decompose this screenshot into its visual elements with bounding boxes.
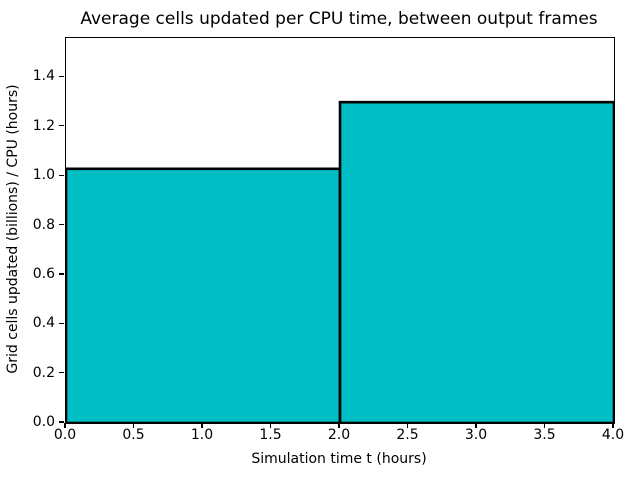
x-tick-mark	[612, 423, 614, 428]
y-tick-label: 1.4	[32, 68, 55, 85]
y-tick-label: 0.6	[32, 265, 55, 282]
y-tick-mark	[59, 372, 64, 374]
y-tick-label: 1.0	[32, 167, 55, 184]
x-tick-label: 0.0	[53, 427, 77, 443]
y-tick-mark	[59, 125, 64, 127]
chart-title: Average cells updated per CPU time, betw…	[80, 9, 598, 29]
x-tick-label: 1.5	[259, 427, 282, 443]
x-tick-label: 0.5	[122, 427, 145, 443]
x-tick-label: 3.0	[464, 427, 488, 443]
bar	[66, 167, 342, 423]
y-tick-label: 0.4	[32, 315, 55, 332]
y-tick-mark	[59, 421, 64, 423]
x-tick-mark	[64, 423, 66, 428]
y-tick-mark	[59, 322, 64, 324]
x-tick-mark	[338, 423, 340, 428]
x-tick-label: 2.5	[396, 427, 419, 443]
y-tick-mark	[59, 75, 64, 78]
y-tick-label: 1.2	[32, 117, 55, 134]
y-tick-label: 0.8	[32, 216, 55, 233]
y-tick-mark	[59, 223, 64, 226]
x-tick-label: 1.0	[190, 427, 214, 443]
y-tick-label: 0.2	[32, 364, 55, 381]
x-tick-mark	[269, 423, 272, 428]
x-tick-mark	[543, 423, 546, 428]
x-tick-label: 2.0	[327, 427, 351, 443]
x-tick-mark	[201, 423, 203, 428]
y-tick-mark	[59, 273, 64, 275]
plot-area	[65, 37, 615, 424]
x-tick-mark	[475, 423, 477, 428]
x-tick-mark	[406, 423, 409, 428]
x-tick-label: 3.5	[533, 427, 556, 443]
y-axis-label-text: Grid cells updated (billions) / CPU (hou…	[5, 84, 21, 374]
y-tick-label: 0.0	[32, 414, 55, 430]
x-tick-mark	[132, 423, 135, 428]
x-axis-label: Simulation time t (hours)	[251, 451, 427, 467]
x-tick-label: 4.0	[601, 427, 625, 443]
bars-canvas	[66, 100, 614, 423]
bar	[338, 100, 614, 423]
y-tick-mark	[59, 174, 64, 176]
